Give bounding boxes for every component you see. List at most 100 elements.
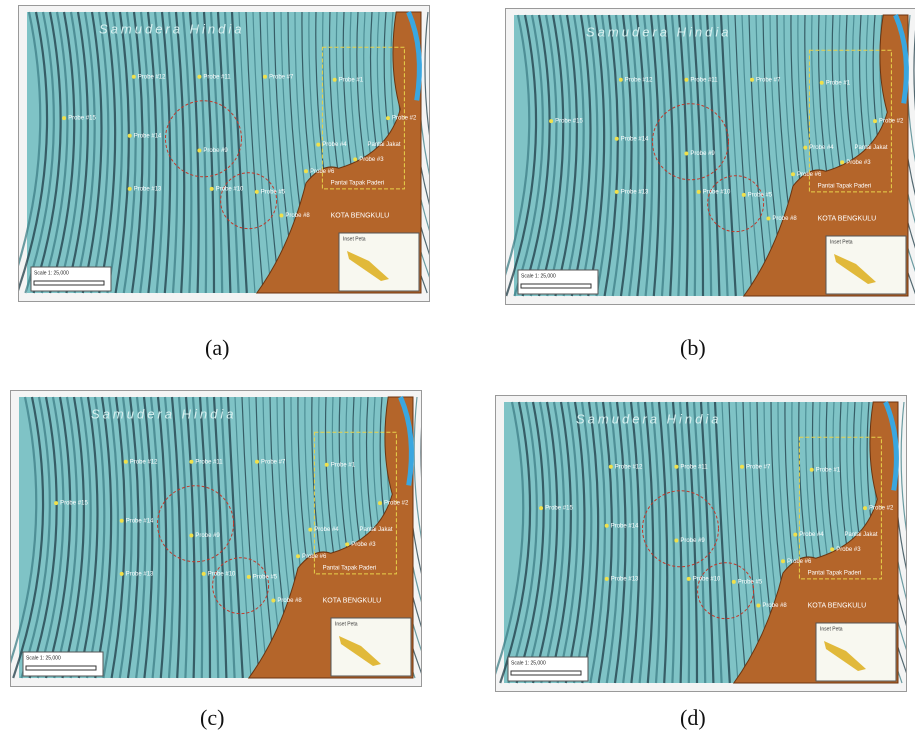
scale-bar: [511, 671, 581, 675]
city-label: KOTA BENGKULU: [331, 212, 390, 219]
probe-point: [803, 146, 807, 150]
probe-point: [793, 533, 797, 537]
probe-label: Probe #1: [826, 80, 851, 86]
probe-point: [255, 190, 259, 194]
probe-point: [619, 78, 623, 82]
probe-label: Probe #3: [846, 160, 871, 166]
beach-label: Pantai Jakat: [855, 145, 888, 151]
city-label: KOTA BENGKULU: [818, 215, 877, 222]
probe-point: [605, 577, 609, 581]
beach-label: Pantai Jakat: [368, 142, 401, 148]
probe-point: [674, 465, 678, 469]
probe-point: [128, 187, 132, 191]
probe-label: Probe #10: [693, 576, 721, 582]
city-label: KOTA BENGKULU: [323, 597, 382, 604]
probe-label: Probe #6: [310, 169, 335, 175]
probe-label: Probe #5: [738, 579, 763, 585]
probe-point: [697, 190, 701, 194]
probe-label: Probe #2: [384, 501, 409, 507]
probe-point: [781, 559, 785, 563]
probe-label: Probe #6: [302, 554, 327, 560]
map-panel: Samudera Hindia KOTA BENGKULU Pantai Jakat…: [505, 8, 915, 305]
probe-point: [684, 78, 688, 82]
probe-label: Probe #2: [392, 116, 417, 122]
probe-label: Probe #1: [816, 467, 841, 473]
panel-caption: (b): [680, 335, 706, 361]
probe-point: [255, 460, 259, 464]
map: Samudera HindiaKOTA BENGKULUPantai Jakat…: [19, 6, 429, 301]
probe-label: Probe #11: [680, 464, 708, 470]
probe-label: Probe #10: [703, 189, 731, 195]
panel-caption: (c): [200, 705, 224, 731]
probe-point: [605, 524, 609, 528]
probe-point: [386, 116, 390, 120]
probe-label: Probe #3: [836, 547, 861, 553]
probe-label: Probe #8: [762, 603, 787, 609]
probe-point: [740, 465, 744, 469]
beach-label: Pantai Tapak Paderi: [818, 184, 872, 190]
probe-label: Probe #7: [746, 464, 771, 470]
probe-point: [820, 81, 824, 85]
probe-point: [308, 528, 312, 532]
probe-label: Probe #3: [359, 157, 384, 163]
probe-label: Probe #10: [208, 571, 236, 577]
sea-label: Samudera Hindia: [576, 411, 721, 426]
probe-label: Probe #6: [797, 172, 822, 178]
probe-point: [687, 577, 691, 581]
map: Samudera HindiaKOTA BENGKULUPantai Jakat…: [11, 391, 421, 686]
probe-point: [202, 572, 206, 576]
probe-point: [615, 137, 619, 141]
scale-bar: [34, 281, 104, 285]
probe-point: [674, 539, 678, 543]
probe-point: [197, 75, 201, 79]
scale-bar: [26, 666, 96, 670]
probe-point: [210, 187, 214, 191]
probe-point: [609, 465, 613, 469]
scale-bar: [521, 284, 591, 288]
probe-point: [247, 575, 251, 579]
probe-point: [840, 160, 844, 164]
probe-label: Probe #15: [545, 506, 573, 512]
probe-label: Probe #4: [809, 145, 834, 151]
probe-label: Probe #5: [748, 192, 773, 198]
probe-point: [791, 172, 795, 176]
probe-point: [378, 501, 382, 505]
probe-label: Probe #8: [285, 213, 310, 219]
probe-label: Probe #12: [138, 74, 166, 80]
inset-label: Inset Peta: [343, 236, 366, 242]
probe-point: [54, 501, 58, 505]
scale-label: Scale 1: 25,000: [521, 273, 556, 279]
inset-label: Inset Peta: [820, 626, 843, 632]
probe-point: [742, 193, 746, 197]
probe-label: Probe #6: [787, 559, 812, 565]
probe-label: Probe #10: [216, 186, 244, 192]
probe-label: Probe #11: [195, 459, 223, 465]
probe-point: [263, 75, 267, 79]
probe-label: Probe #7: [756, 77, 781, 83]
panel-caption: (a): [205, 335, 229, 361]
probe-label: Probe #2: [879, 119, 904, 125]
probe-label: Probe #2: [869, 506, 894, 512]
probe-label: Probe #7: [269, 74, 294, 80]
probe-point: [810, 468, 814, 472]
probe-point: [750, 78, 754, 82]
probe-label: Probe #5: [253, 574, 278, 580]
probe-label: Probe #15: [68, 116, 96, 122]
scale-label: Scale 1: 25,000: [34, 270, 69, 276]
probe-label: Probe #13: [621, 189, 649, 195]
probe-point: [732, 580, 736, 584]
probe-label: Probe #7: [261, 459, 286, 465]
probe-label: Probe #13: [611, 576, 639, 582]
figure: {"panels": [ {"caption": "(a)"}, {"capti…: [0, 0, 915, 742]
map: Samudera Hindia KOTA BENGKULU Pantai Jakat…: [506, 9, 915, 304]
sea-label: Samudera Hindia: [91, 406, 236, 421]
sea-label: Samudera Hindia: [586, 24, 731, 39]
probe-label: Probe #9: [195, 533, 220, 539]
probe-label: Probe #9: [680, 538, 705, 544]
probe-point: [863, 506, 867, 510]
probe-point: [128, 134, 132, 138]
beach-label: Pantai Tapak Paderi: [331, 181, 385, 187]
probe-label: Probe #15: [60, 501, 88, 507]
